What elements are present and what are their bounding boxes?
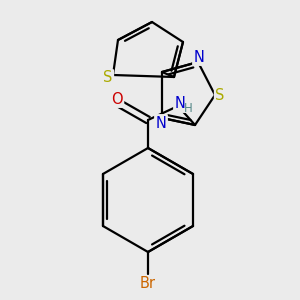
- Text: N: N: [194, 50, 204, 64]
- Text: Br: Br: [140, 277, 156, 292]
- Text: H: H: [184, 101, 192, 115]
- Text: N: N: [156, 116, 167, 130]
- Text: S: S: [215, 88, 225, 103]
- Text: O: O: [111, 92, 123, 106]
- Text: S: S: [103, 70, 113, 86]
- Text: N: N: [175, 97, 185, 112]
